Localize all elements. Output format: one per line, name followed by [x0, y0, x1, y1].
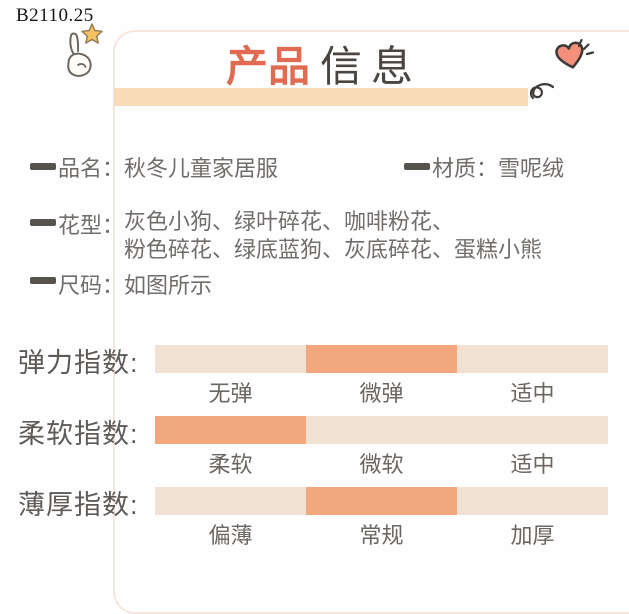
page-title-accent: 产品	[225, 43, 310, 90]
detail-pattern: 花型： 灰色小狗、绿叶碎花、咖啡粉花、 粉色碎花、绿底蓝狗、灰底碎花、蛋糕小熊	[58, 208, 542, 264]
heart-swirl-icon	[529, 38, 595, 100]
pattern-line-2: 粉色碎花、绿底蓝狗、灰底碎花、蛋糕小熊	[124, 237, 543, 262]
bar-segment	[155, 345, 306, 373]
page-title-rest: 信息	[320, 43, 423, 90]
elasticity-options: 无弹 微弹 适中	[155, 376, 608, 408]
bar-segment	[306, 416, 457, 444]
material-value: 雪呢绒	[498, 156, 565, 181]
option-label: 微弹	[359, 381, 404, 406]
pattern-line-1: 灰色小狗、绿叶碎花、咖啡粉花、	[124, 209, 455, 234]
bar-segment	[155, 487, 306, 515]
softness-bar	[155, 416, 608, 444]
product-info-sheet: B2110.25 产品 信息 品名：秋冬儿童家居服 材质：雪呢绒 花型： 灰色小狗…	[0, 5, 629, 614]
bullet-dash-icon	[30, 277, 56, 284]
bar-segment	[457, 487, 608, 515]
option-label: 无弹	[208, 381, 253, 406]
option-label: 适中	[510, 452, 555, 477]
bullet-dash-icon	[30, 219, 56, 226]
material-label: 材质：	[432, 156, 499, 181]
detail-size: 尺码：如图所示	[58, 268, 212, 300]
bar-segment	[155, 416, 306, 444]
bar-segment	[457, 416, 608, 444]
page-title: 产品 信息	[118, 43, 530, 90]
bar-segment	[306, 345, 457, 373]
hand-star-icon	[67, 23, 103, 77]
elasticity-bar	[155, 345, 608, 373]
thickness-options: 偏薄 常规 加厚	[155, 518, 608, 550]
title-underline-bar	[114, 88, 528, 106]
thickness-bar	[155, 487, 608, 515]
star-icon	[81, 23, 103, 44]
name-value: 秋冬儿童家居服	[124, 156, 279, 181]
option-label: 柔软	[208, 452, 253, 477]
detail-material: 材质：雪呢绒	[432, 151, 564, 183]
thickness-label: 薄厚指数:	[18, 490, 139, 520]
softness-label: 柔软指数:	[18, 419, 139, 449]
detail-name: 品名：秋冬儿童家居服	[58, 151, 278, 183]
bar-segment	[306, 487, 457, 515]
size-label: 尺码：	[58, 273, 125, 298]
bullet-dash-icon	[30, 163, 56, 170]
bar-segment	[457, 345, 608, 373]
product-code: B2110.25	[16, 5, 94, 26]
bullet-dash-icon	[404, 163, 430, 170]
index-row-thickness: 薄厚指数: 偏薄 常规 加厚	[0, 480, 629, 550]
index-row-elasticity: 弹力指数: 无弹 微弹 适中	[0, 338, 629, 408]
pattern-values: 灰色小狗、绿叶碎花、咖啡粉花、 粉色碎花、绿底蓝狗、灰底碎花、蛋糕小熊	[124, 208, 542, 264]
pattern-label: 花型：	[58, 213, 125, 238]
option-label: 适中	[510, 381, 555, 406]
name-label: 品名：	[58, 156, 125, 181]
option-label: 偏薄	[208, 523, 253, 548]
softness-options: 柔软 微软 适中	[155, 447, 608, 479]
size-value: 如图所示	[124, 273, 213, 298]
index-row-softness: 柔软指数: 柔软 微软 适中	[0, 409, 629, 479]
option-label: 微软	[359, 452, 404, 477]
option-label: 常规	[359, 523, 404, 548]
elasticity-label: 弹力指数:	[18, 348, 139, 378]
option-label: 加厚	[510, 523, 555, 548]
